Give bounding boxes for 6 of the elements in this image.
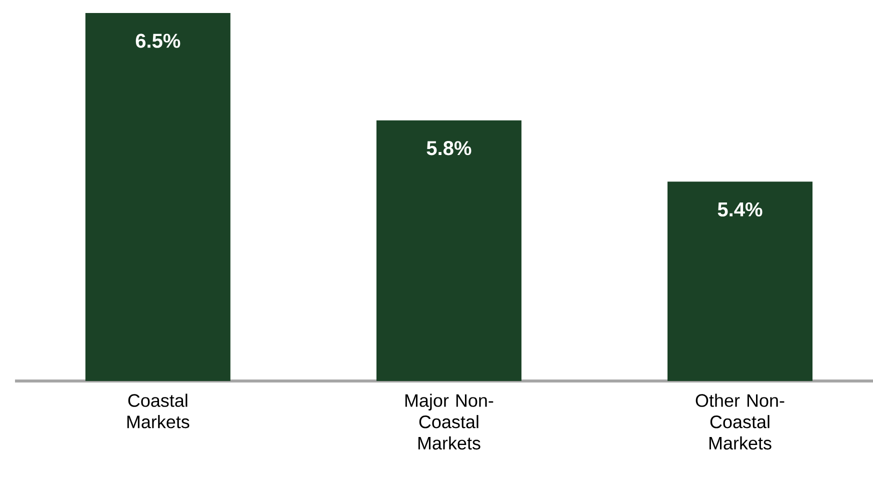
x-tick-label: Major Non-Coastal Markets (405, 394, 494, 450)
x-tick-label: Coastal Markets (127, 394, 190, 428)
data-label: 5.4% (718, 202, 762, 216)
data-label: 5.8% (426, 141, 472, 156)
x-tick-label: Other Non-Coastal Markets (696, 394, 784, 450)
data-label: 6.5% (136, 34, 180, 48)
